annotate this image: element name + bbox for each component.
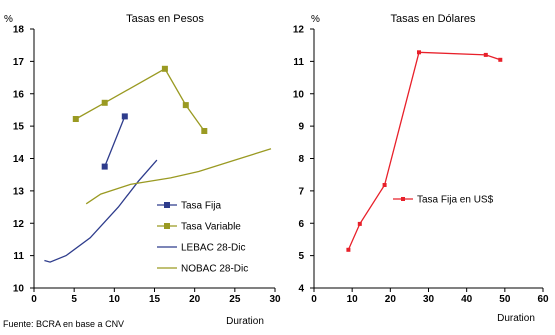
panel-1-y-tick-label: 10 — [13, 284, 25, 295]
panel-1-title: Tasas en Pesos — [126, 13, 204, 25]
source-note: Fuente: BCRA en base a CNV — [3, 319, 125, 329]
panel-2-x-tick-label: 50 — [499, 294, 511, 305]
panel-2-y-tick-label: 7 — [298, 186, 304, 197]
panel-1-y-tick-label: 15 — [13, 122, 25, 133]
panel-2-series-line-1 — [347, 51, 501, 251]
panel-2-y-tick-label: 8 — [298, 154, 304, 165]
panel-2-y-tick-label: 9 — [298, 122, 304, 133]
panel-2-x-tick-label: 30 — [423, 294, 435, 305]
panel-2-series-point-1 — [498, 57, 503, 62]
panel-2-series-point-1 — [483, 52, 488, 57]
panel-2-x-tick-label: 10 — [347, 294, 359, 305]
panel-2-series-point-1 — [357, 221, 362, 226]
panel-2-series-point-1 — [382, 183, 387, 187]
panel-1-legend-label-4: NOBAC 28-Dic — [181, 264, 248, 275]
panel-1-x-tick-label: 0 — [31, 294, 37, 305]
panel-2-series-point-1 — [417, 50, 421, 55]
panel-2-xlabel: Duration — [497, 313, 535, 324]
panel-1-series-point-2 — [201, 128, 208, 134]
panel-1-series-point-2 — [182, 102, 189, 109]
panel-1-y-tick-label: 12 — [13, 219, 25, 230]
panel-1-x-tick-label: 10 — [109, 294, 121, 305]
panel-1-legend-label-3: LEBAC 28-Dic — [181, 243, 245, 254]
panel-1-x-tick-label: 20 — [189, 294, 201, 305]
panel-1-y-tick-label: 16 — [13, 89, 25, 100]
panel-1-y-tick-label: 11 — [13, 251, 24, 262]
panel-1-xlabel: Duration — [226, 316, 264, 327]
panel-1-y-tick-label: 18 — [13, 25, 25, 36]
panel-1-series-line-2 — [75, 67, 205, 132]
panel-1-x-tick-label: 5 — [71, 294, 77, 305]
panel-2-title: Tasas en Dólares — [391, 13, 476, 25]
panel-1-x-tick-label: 25 — [229, 294, 241, 305]
panel-1-legend-swatch-marker-1 — [164, 202, 170, 208]
panel-2-series-point-1 — [346, 247, 351, 252]
panel-2-ylabel: % — [311, 14, 320, 25]
panel-1-y-tick-label: 17 — [13, 57, 25, 68]
panel-1-legend-swatch-marker-2 — [164, 223, 170, 229]
panel-2-legend-label-1: Tasa Fija en US$ — [417, 195, 494, 206]
panel-1-legend-label-1: Tasa Fija — [181, 201, 221, 212]
panel-1-series-line-3 — [44, 159, 158, 263]
panel-1-series-point-2 — [72, 116, 79, 122]
panel-2-y-tick-label: 6 — [298, 219, 304, 230]
panel-1-series-point-2 — [101, 99, 108, 106]
panel-2-y-tick-label: 12 — [293, 25, 305, 36]
panel-1-series-line-4 — [85, 148, 272, 205]
panel-1-ylabel: % — [4, 14, 13, 25]
panel-1-x-tick-label: 15 — [149, 294, 161, 305]
panel-1-y-tick-label: 14 — [13, 154, 25, 165]
panel-2-legend-swatch-marker-1 — [401, 197, 405, 201]
panel-1-y-tick-label: 13 — [13, 186, 25, 197]
panel-2-y-tick-label: 11 — [293, 57, 304, 68]
panel-1-x-tick-label: 30 — [269, 294, 281, 305]
panel-1-series-point-1 — [121, 113, 128, 120]
panel-1-series-point-1 — [101, 163, 108, 170]
panel-2-y-tick-label: 10 — [293, 89, 305, 100]
panel-2-y-tick-label: 4 — [298, 284, 304, 295]
panel-2-x-tick-label: 0 — [311, 294, 317, 305]
panel-2-x-tick-label: 60 — [537, 294, 549, 305]
panel-1-legend-label-2: Tasa Variable — [181, 222, 241, 233]
panel-2-x-tick-label: 20 — [385, 294, 397, 305]
panel-1-series-point-2 — [161, 65, 168, 72]
panel-1-series-line-1 — [104, 116, 126, 167]
panel-2-x-tick-label: 40 — [461, 294, 473, 305]
panel-2-y-tick-label: 5 — [298, 251, 304, 262]
